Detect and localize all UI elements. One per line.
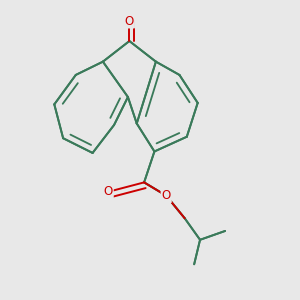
Text: O: O (162, 189, 171, 202)
Text: O: O (125, 14, 134, 28)
Text: O: O (103, 185, 113, 198)
